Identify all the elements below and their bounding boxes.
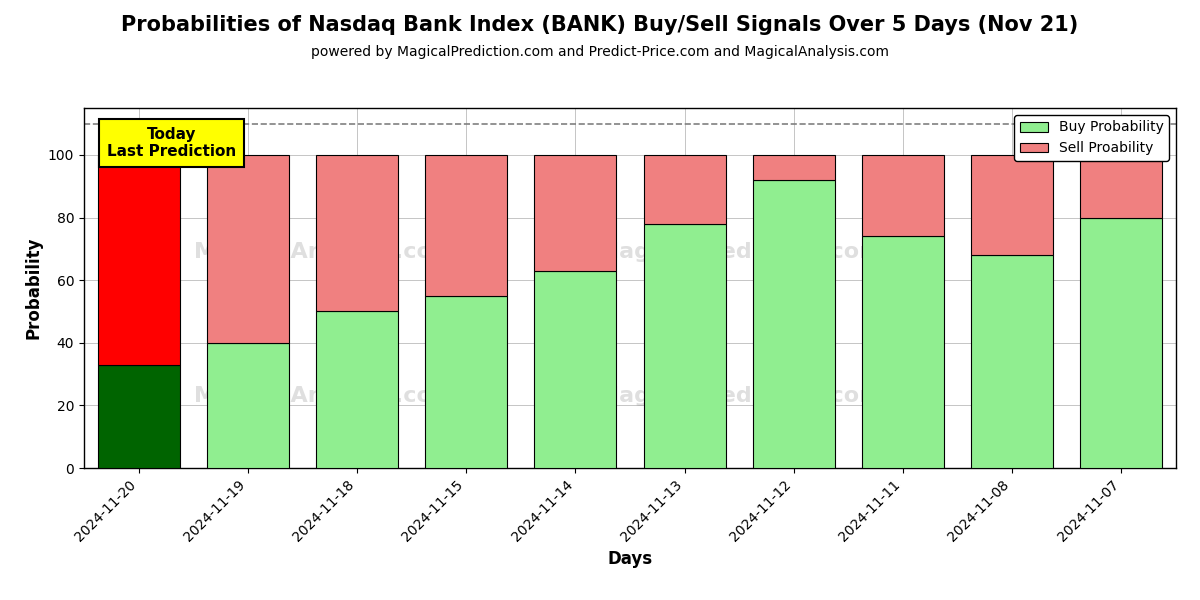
- Bar: [643, 224, 726, 468]
- Bar: [1080, 218, 1163, 468]
- Bar: [97, 155, 180, 365]
- Bar: [752, 180, 835, 468]
- Bar: [862, 236, 944, 468]
- Bar: [534, 271, 617, 468]
- Bar: [862, 155, 944, 236]
- Text: powered by MagicalPrediction.com and Predict-Price.com and MagicalAnalysis.com: powered by MagicalPrediction.com and Pre…: [311, 45, 889, 59]
- Text: MagicalPrediction.com: MagicalPrediction.com: [596, 386, 882, 406]
- Text: MagicalAnalysis.com: MagicalAnalysis.com: [193, 242, 455, 262]
- X-axis label: Days: Days: [607, 550, 653, 568]
- Bar: [1080, 155, 1163, 218]
- Text: Today
Last Prediction: Today Last Prediction: [107, 127, 236, 159]
- Bar: [206, 155, 289, 343]
- Y-axis label: Probability: Probability: [24, 237, 42, 339]
- Text: MagicalPrediction.com: MagicalPrediction.com: [596, 242, 882, 262]
- Bar: [316, 311, 398, 468]
- Bar: [534, 155, 617, 271]
- Bar: [752, 155, 835, 180]
- Legend: Buy Probability, Sell Proability: Buy Probability, Sell Proability: [1014, 115, 1169, 161]
- Bar: [316, 155, 398, 311]
- Bar: [206, 343, 289, 468]
- Bar: [425, 155, 508, 296]
- Bar: [971, 155, 1054, 255]
- Text: MagicalAnalysis.com: MagicalAnalysis.com: [193, 386, 455, 406]
- Bar: [971, 255, 1054, 468]
- Text: Probabilities of Nasdaq Bank Index (BANK) Buy/Sell Signals Over 5 Days (Nov 21): Probabilities of Nasdaq Bank Index (BANK…: [121, 15, 1079, 35]
- Bar: [643, 155, 726, 224]
- Bar: [97, 365, 180, 468]
- Bar: [425, 296, 508, 468]
